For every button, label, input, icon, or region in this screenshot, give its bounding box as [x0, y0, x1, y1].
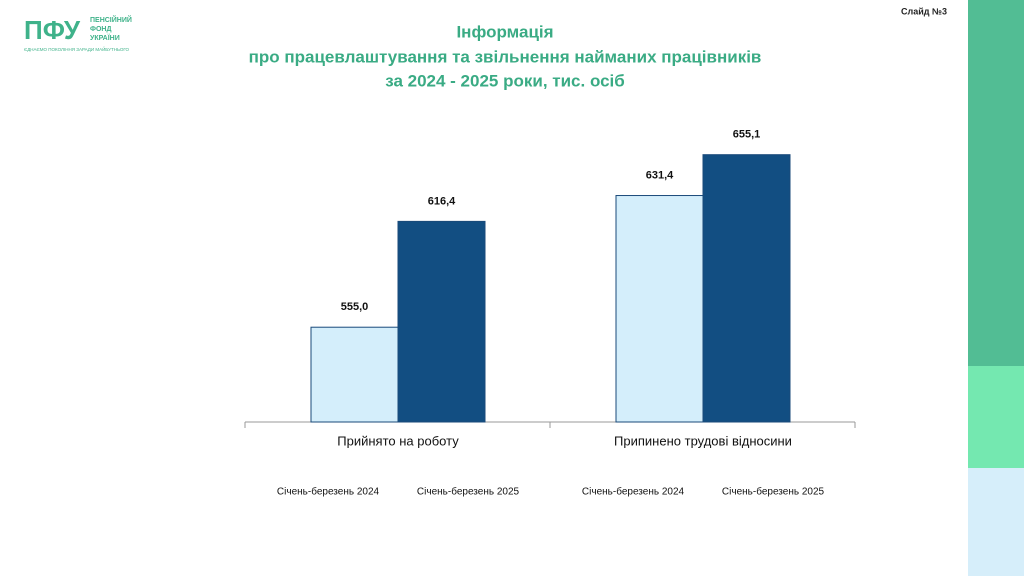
- legend-label: Січень-березень 2024: [277, 486, 380, 498]
- stripe: [968, 0, 1024, 366]
- data-label: 631,4: [646, 169, 674, 181]
- bar: [397, 220, 486, 423]
- data-label: 616,4: [428, 195, 456, 207]
- chart-title: за 2024 - 2025 роки, тис. осіб: [385, 71, 625, 90]
- data-label: 555,0: [341, 301, 369, 313]
- chart-title: Інформація: [456, 22, 553, 41]
- legend-label: Січень-березень 2024: [582, 486, 685, 498]
- x-tick-label: Прийнято на роботу: [337, 433, 459, 448]
- bar: [702, 154, 791, 423]
- legend-label: Січень-березень 2025: [722, 486, 825, 498]
- stripe: [968, 468, 1024, 576]
- logo-mark: ПФУ: [24, 15, 81, 45]
- logo-tagline: ЄДНАЄМО ПОКОЛІННЯ ЗАРАДИ МАЙБУТНЬОГО: [24, 45, 130, 52]
- bar: [310, 326, 399, 423]
- bar: [615, 195, 704, 423]
- logo-name: ФОНД: [90, 26, 111, 33]
- logo-name: УКРАЇНИ: [90, 34, 120, 42]
- stripe: [968, 366, 1024, 468]
- x-tick-label: Припинено трудові відносини: [614, 433, 792, 448]
- data-label: 655,1: [733, 129, 761, 141]
- legend-label: Січень-березень 2025: [417, 486, 520, 498]
- slide-number: Слайд №3: [901, 6, 947, 16]
- logo-name: ПЕНСІЙНИЙ: [90, 15, 132, 24]
- chart-title: про працевлаштування та звільнення найма…: [249, 47, 762, 66]
